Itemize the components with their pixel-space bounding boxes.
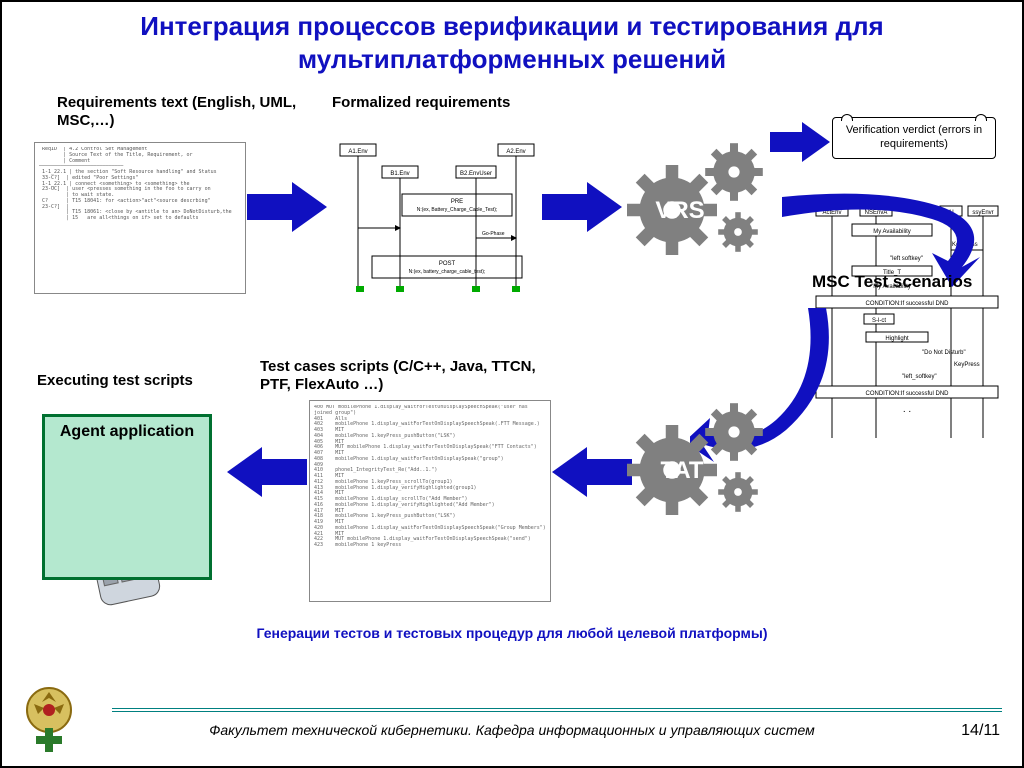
msc-diagram-image: A1.Env A2.Env B1.Env B2.EnvUser PRE N:(e… bbox=[332, 138, 542, 296]
svg-text:Highlight: Highlight bbox=[885, 336, 909, 342]
label-executing-scripts: Executing test scripts bbox=[37, 372, 237, 390]
verification-verdict-note: Verification verdict (errors in requirem… bbox=[832, 117, 996, 159]
tat-label: TAT bbox=[652, 457, 712, 485]
svg-text:CONDITION:If successful DND: CONDITION:If successful DND bbox=[865, 301, 949, 307]
code-listing-image: 400 MUT mobilePhone 1.display_waitForTes… bbox=[309, 400, 551, 602]
svg-text:A2.Env: A2.Env bbox=[506, 149, 525, 155]
footer-text: Факультет технической кибернетики. Кафед… bbox=[122, 722, 902, 738]
svg-text:S-l-ct: S-l-ct bbox=[872, 318, 886, 324]
svg-text:N:(ex, Battery_Charge_Cable_Te: N:(ex, Battery_Charge_Cable_Test); bbox=[417, 207, 498, 213]
slide: { "colors": { "title": "#1010c0", "arrow… bbox=[0, 0, 1024, 768]
svg-text:. .: . . bbox=[903, 404, 911, 415]
slide-title: Интеграция процессов верификации и тести… bbox=[2, 10, 1022, 75]
footer-rule bbox=[112, 708, 1002, 712]
svg-text:"Do Not Disturb": "Do Not Disturb" bbox=[922, 350, 966, 356]
agent-application-box: Agent application bbox=[42, 414, 212, 580]
label-test-cases: Test cases scripts (C/C++, Java, TTCN, P… bbox=[260, 358, 550, 394]
svg-text:N:(ex, battery_charge_cable_te: N:(ex, battery_charge_cable_test); bbox=[409, 269, 486, 275]
svg-text:"left_softkey": "left_softkey" bbox=[902, 374, 937, 380]
page-number: 14/11 bbox=[961, 722, 1000, 740]
svg-text:B2.EnvUser: B2.EnvUser bbox=[460, 171, 492, 177]
emblem-icon bbox=[14, 684, 84, 754]
svg-text:Go-Phase: Go-Phase bbox=[482, 231, 505, 237]
requirements-table-image: ReqID | 4.2 Control Set Management | Sou… bbox=[34, 142, 246, 294]
svg-text:PRE: PRE bbox=[451, 199, 463, 205]
svg-text:POST: POST bbox=[439, 261, 456, 267]
label-msc-scenarios: MSC Test scenarios bbox=[812, 272, 1022, 292]
label-requirements-text: Requirements text (English, UML, MSC,…) bbox=[57, 94, 307, 130]
svg-text:B1.Env: B1.Env bbox=[390, 171, 409, 177]
arrow-code-to-agent bbox=[227, 447, 307, 497]
arrow-formalized-to-vrs bbox=[542, 182, 622, 232]
blue-caption: Генерации тестов и тестовых процедур для… bbox=[192, 625, 832, 641]
vrs-label: VRS bbox=[650, 197, 710, 225]
svg-text:A1.Env: A1.Env bbox=[348, 149, 367, 155]
agent-application-label: Agent application bbox=[60, 423, 194, 440]
svg-text:CONDITION:If successful DND: CONDITION:If successful DND bbox=[865, 391, 949, 397]
arrow-req-to-formalized bbox=[247, 182, 327, 232]
svg-text:KeyPress: KeyPress bbox=[954, 362, 980, 368]
label-formalized: Formalized requirements bbox=[332, 94, 512, 112]
